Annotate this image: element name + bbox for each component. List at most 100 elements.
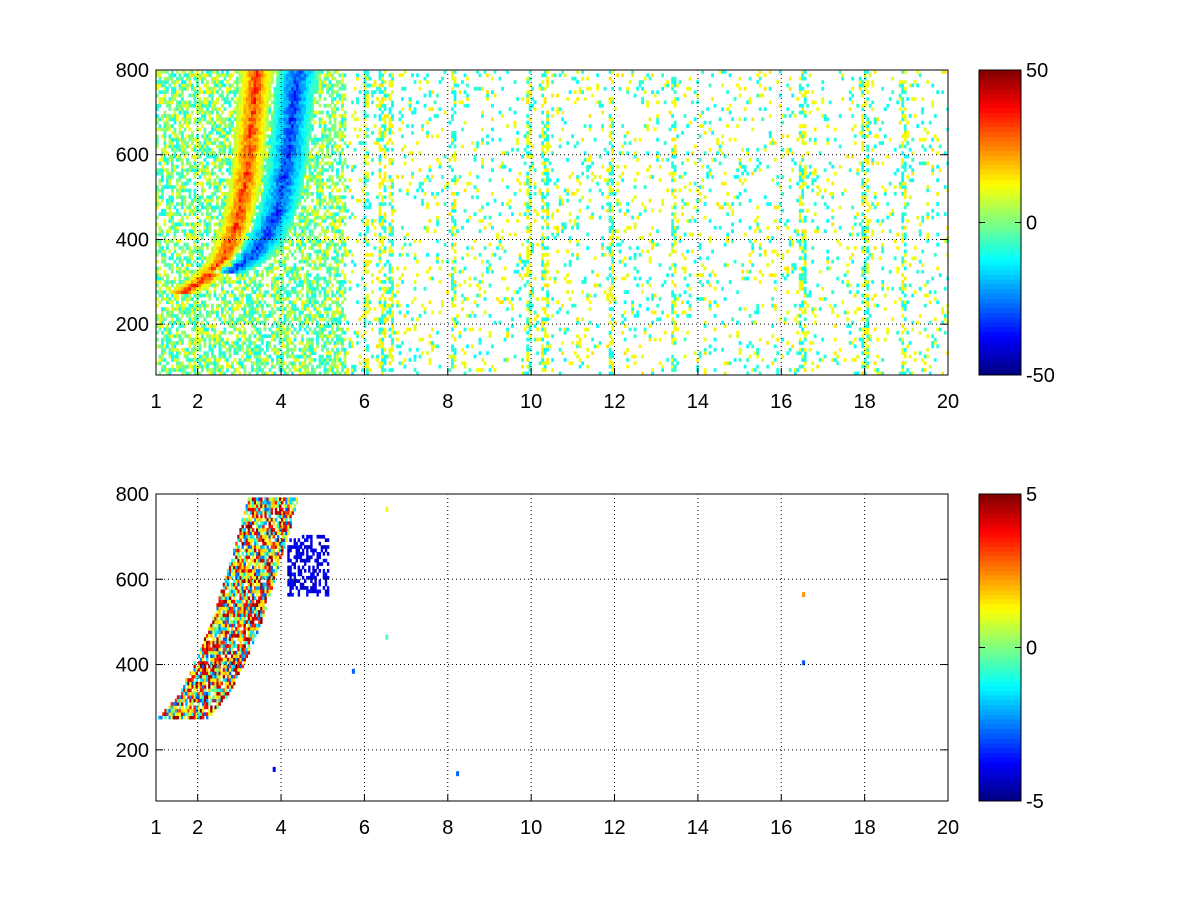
heatmap-cell	[268, 141, 272, 145]
heatmap-cell	[228, 307, 232, 311]
heatmap-cell	[226, 341, 229, 345]
heatmap-cell	[331, 137, 334, 142]
heatmap-cell	[228, 185, 232, 189]
heatmap-cell	[306, 70, 309, 74]
heatmap-cell	[251, 137, 254, 142]
heatmap-cell	[296, 154, 299, 159]
heatmap-cell	[316, 188, 319, 193]
heatmap-cell	[263, 90, 267, 94]
heatmap-cell	[301, 70, 304, 74]
heatmap-cell	[286, 120, 289, 125]
heatmap-cell	[298, 120, 302, 125]
heatmap-cell	[196, 286, 199, 291]
heatmap-cell	[168, 266, 172, 271]
heatmap-cell	[158, 100, 162, 105]
heatmap-cell	[261, 320, 264, 325]
heatmap-cell	[231, 371, 234, 376]
heatmap-cell	[206, 90, 209, 94]
heatmap-cell	[158, 344, 162, 349]
heatmap-cell	[298, 80, 302, 84]
heatmap-cell	[193, 236, 197, 240]
heatmap-cell	[188, 259, 192, 264]
heatmap-cell	[171, 161, 174, 166]
heatmap-cell	[216, 202, 219, 206]
heatmap-cell	[228, 280, 232, 284]
heatmap-cell	[261, 269, 264, 274]
heatmap-cell	[246, 297, 249, 301]
heatmap-cell	[268, 222, 272, 227]
heatmap-cell	[223, 151, 227, 155]
heatmap-cell	[326, 354, 329, 359]
heatmap-cell	[156, 249, 159, 254]
heatmap-cell	[283, 317, 287, 322]
heatmap-cell	[193, 168, 197, 172]
heatmap-cell	[271, 358, 274, 362]
heatmap-cell	[331, 317, 334, 322]
heatmap-cell	[163, 161, 167, 166]
heatmap-cell	[196, 273, 199, 277]
heatmap-cell	[308, 358, 312, 362]
heatmap-cell	[288, 212, 292, 216]
heatmap-cell	[166, 263, 169, 267]
heatmap-cell	[201, 269, 204, 274]
heatmap-cell	[166, 242, 169, 247]
heatmap-cell	[316, 253, 319, 257]
heatmap-cell	[278, 107, 282, 111]
heatmap-cell	[308, 161, 312, 166]
heatmap-cell	[176, 266, 179, 271]
heatmap-cell	[211, 205, 214, 210]
heatmap-cell	[316, 215, 319, 220]
heatmap-cell	[236, 212, 239, 216]
heatmap-cell	[186, 242, 189, 247]
heatmap-cell	[183, 208, 187, 213]
heatmap-cell	[233, 246, 237, 250]
heatmap-cell	[216, 256, 219, 261]
heatmap-cell	[256, 147, 259, 152]
heatmap-cell	[248, 178, 252, 183]
heatmap-cell	[341, 202, 344, 206]
heatmap-cell	[338, 131, 342, 135]
heatmap-cell	[236, 188, 239, 193]
heatmap-cell	[311, 344, 314, 349]
heatmap-cell	[291, 208, 294, 213]
heatmap-cell	[336, 286, 339, 291]
heatmap-cell	[281, 144, 284, 149]
heatmap-cell	[156, 205, 159, 210]
heatmap-cell	[241, 236, 244, 240]
heatmap-cell	[288, 327, 292, 332]
heatmap-cell	[341, 124, 344, 128]
heatmap-cell	[178, 192, 182, 196]
heatmap-cell	[283, 307, 287, 311]
heatmap-cell	[293, 168, 297, 172]
heatmap-cell	[271, 371, 274, 376]
heatmap-cell	[363, 134, 367, 139]
heatmap-cell	[336, 225, 339, 230]
heatmap-cell	[301, 364, 304, 369]
heatmap-cell	[351, 195, 354, 200]
heatmap-cell	[196, 215, 199, 220]
heatmap-cell	[186, 215, 189, 220]
heatmap-cell	[328, 117, 332, 122]
heatmap-cell	[246, 124, 249, 128]
heatmap-cell	[278, 229, 282, 233]
heatmap-cell	[263, 290, 267, 294]
heatmap-cell	[156, 83, 159, 88]
heatmap-cell	[176, 293, 179, 298]
heatmap-cell	[268, 212, 272, 216]
heatmap-cell	[208, 175, 212, 179]
heatmap-cell	[213, 371, 217, 376]
heatmap-cell	[358, 90, 362, 94]
heatmap-cell	[158, 239, 162, 244]
heatmap-cell	[321, 344, 324, 349]
heatmap-cell	[326, 334, 329, 338]
heatmap-cell	[166, 276, 169, 281]
heatmap-cell	[261, 80, 264, 84]
heatmap-cell	[283, 86, 287, 91]
heatmap-cell	[256, 131, 259, 135]
heatmap-cell	[236, 90, 239, 94]
heatmap-cell	[296, 90, 299, 94]
heatmap-cell	[236, 205, 239, 210]
heatmap-cell	[173, 236, 177, 240]
heatmap-cell	[308, 246, 312, 250]
heatmap-cell	[248, 344, 252, 349]
